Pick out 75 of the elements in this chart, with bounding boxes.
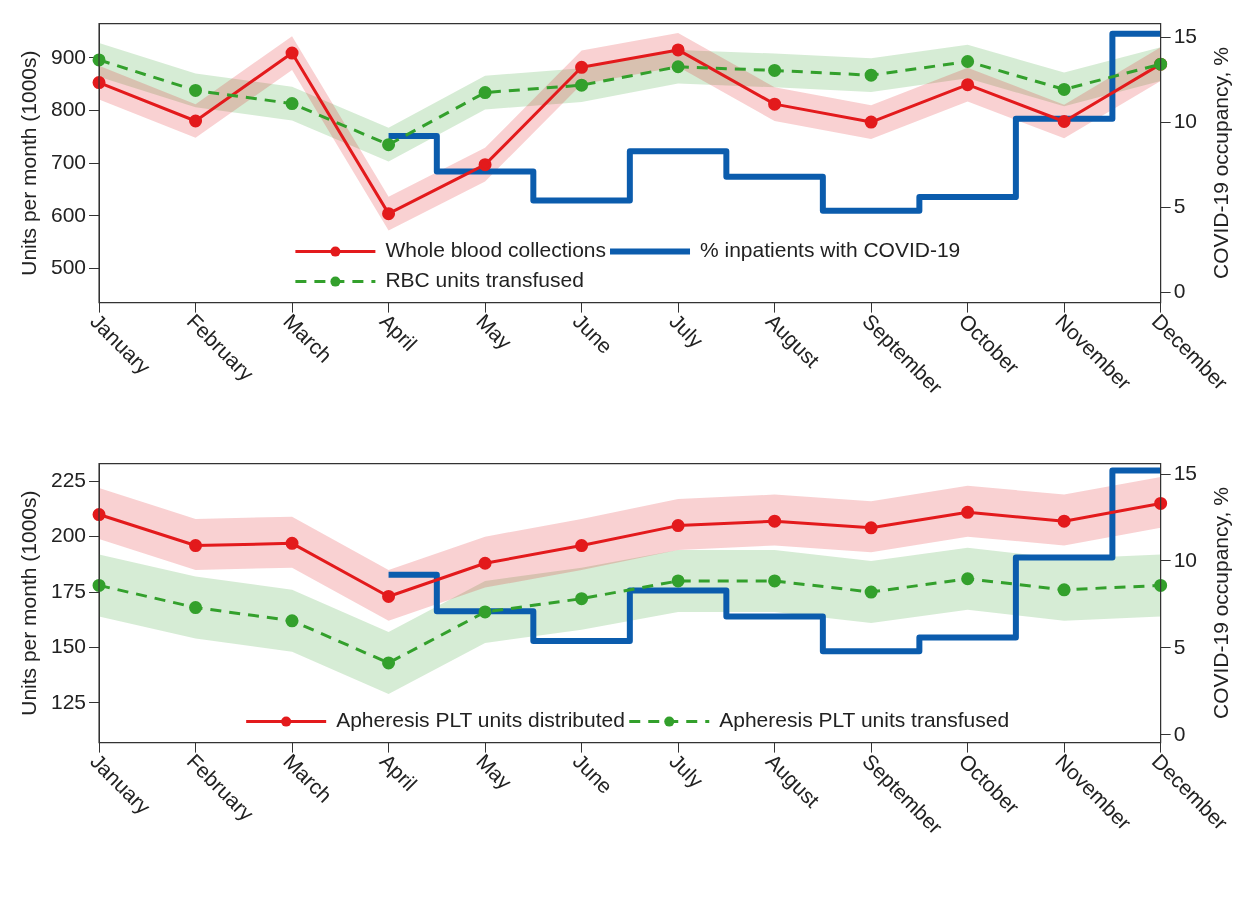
point	[864, 521, 878, 535]
point	[1057, 82, 1071, 96]
y2-tick-label: 10	[1173, 547, 1197, 571]
legend-label: RBC units transfused	[385, 268, 584, 292]
point	[382, 589, 396, 603]
legend-label: Apheresis PLT units transfused	[719, 708, 1010, 732]
y-tick-label: 225	[50, 468, 87, 492]
point	[285, 46, 299, 60]
x-tick-label: April	[375, 309, 422, 356]
point	[864, 585, 878, 599]
point	[382, 207, 396, 221]
point	[864, 68, 878, 82]
point	[189, 114, 203, 128]
point	[768, 514, 782, 528]
point	[382, 138, 396, 152]
y2-tick-label: 5	[1173, 634, 1186, 658]
point	[189, 601, 203, 615]
point	[575, 592, 589, 606]
y-tick-label: 800	[50, 97, 87, 121]
point	[671, 60, 685, 74]
point	[285, 614, 299, 628]
point	[189, 83, 203, 97]
x-tick-label: May	[472, 309, 517, 354]
y-axis-title: Units per month (1000s)	[16, 50, 40, 276]
y-axis-title: Units per month (1000s)	[16, 490, 40, 716]
point	[768, 63, 782, 77]
legend-label: Whole blood collections	[385, 238, 607, 262]
x-tick-label: May	[472, 749, 517, 794]
point	[1057, 115, 1071, 129]
point	[671, 43, 685, 57]
y2-tick-label: 10	[1173, 109, 1197, 133]
y2-tick-label: 0	[1173, 721, 1186, 745]
point	[768, 97, 782, 111]
point	[575, 60, 589, 74]
x-tick-label: April	[375, 749, 422, 796]
x-tick-label: July	[665, 309, 709, 353]
y-tick-label: 700	[50, 149, 87, 173]
y-tick-label: 150	[50, 634, 87, 658]
point	[1154, 496, 1168, 510]
y2-tick-label: 5	[1173, 194, 1186, 218]
point	[575, 539, 589, 553]
y2-tick-label: 15	[1173, 24, 1197, 48]
y2-tick-label: 0	[1173, 279, 1186, 303]
point	[575, 78, 589, 92]
point	[961, 572, 975, 586]
point	[1057, 583, 1071, 597]
point	[961, 505, 975, 519]
legend-label: Apheresis PLT units distributed	[336, 708, 625, 732]
y-tick-label: 200	[50, 523, 87, 547]
point	[382, 656, 396, 670]
point	[961, 55, 975, 68]
y-tick-label: 500	[50, 255, 87, 279]
y-tick-label: 125	[50, 689, 87, 713]
point	[478, 605, 492, 619]
point	[189, 539, 203, 553]
y2-axis-title: COVID-19 occupancy, %	[1208, 487, 1232, 720]
y-tick-label: 900	[50, 44, 87, 68]
point	[285, 536, 299, 550]
point	[1154, 578, 1168, 592]
point	[478, 158, 492, 172]
point	[961, 78, 975, 92]
point	[478, 556, 492, 570]
point	[1057, 514, 1071, 528]
y2-tick-label: 15	[1173, 460, 1197, 484]
y-tick-label: 175	[50, 578, 87, 602]
point	[671, 574, 685, 588]
point	[285, 97, 299, 111]
point	[864, 115, 878, 129]
legend-label: % inpatients with COVID-19	[700, 238, 961, 262]
point	[768, 574, 782, 588]
point	[671, 519, 685, 533]
y-tick-label: 600	[50, 202, 87, 226]
point	[478, 86, 492, 100]
y2-axis-title: COVID-19 occupancy, %	[1208, 47, 1232, 280]
x-tick-label: July	[665, 749, 709, 793]
